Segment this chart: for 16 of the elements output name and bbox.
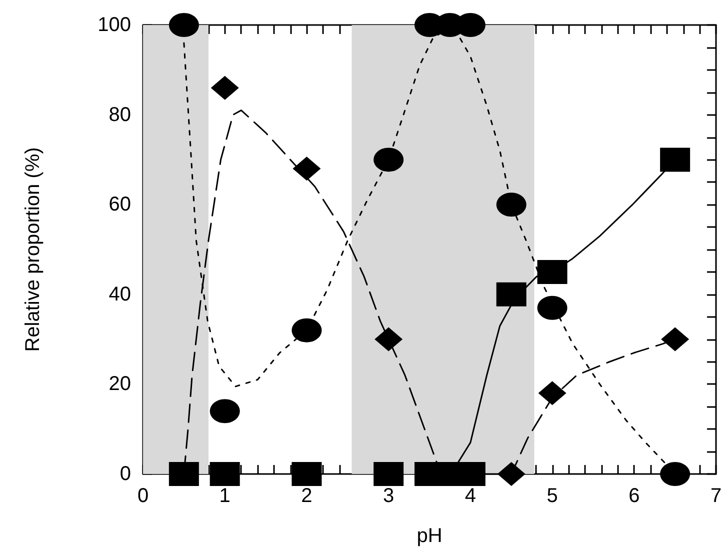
x-tick-label: 6 xyxy=(628,485,640,507)
x-tick-label: 2 xyxy=(301,485,312,507)
x-tick-label: 1 xyxy=(219,485,230,507)
x-tick-label: 0 xyxy=(137,485,149,507)
x-tick-label: 5 xyxy=(546,485,558,507)
x-tick-label: 3 xyxy=(383,485,394,507)
y-tick-label: 40 xyxy=(108,283,131,306)
y-tick-label: 80 xyxy=(108,104,131,126)
y-tick-label: 20 xyxy=(108,373,131,396)
x-tick-label: 4 xyxy=(464,485,476,507)
y-tick-label: 0 xyxy=(120,463,131,485)
y-tick-label: 100 xyxy=(98,14,131,36)
y-tick-label: 60 xyxy=(108,194,131,216)
y-axis-title: Relative proportion (%) xyxy=(22,147,44,352)
x-tick-label: 7 xyxy=(710,485,722,507)
x-axis-title: pH xyxy=(416,525,442,547)
